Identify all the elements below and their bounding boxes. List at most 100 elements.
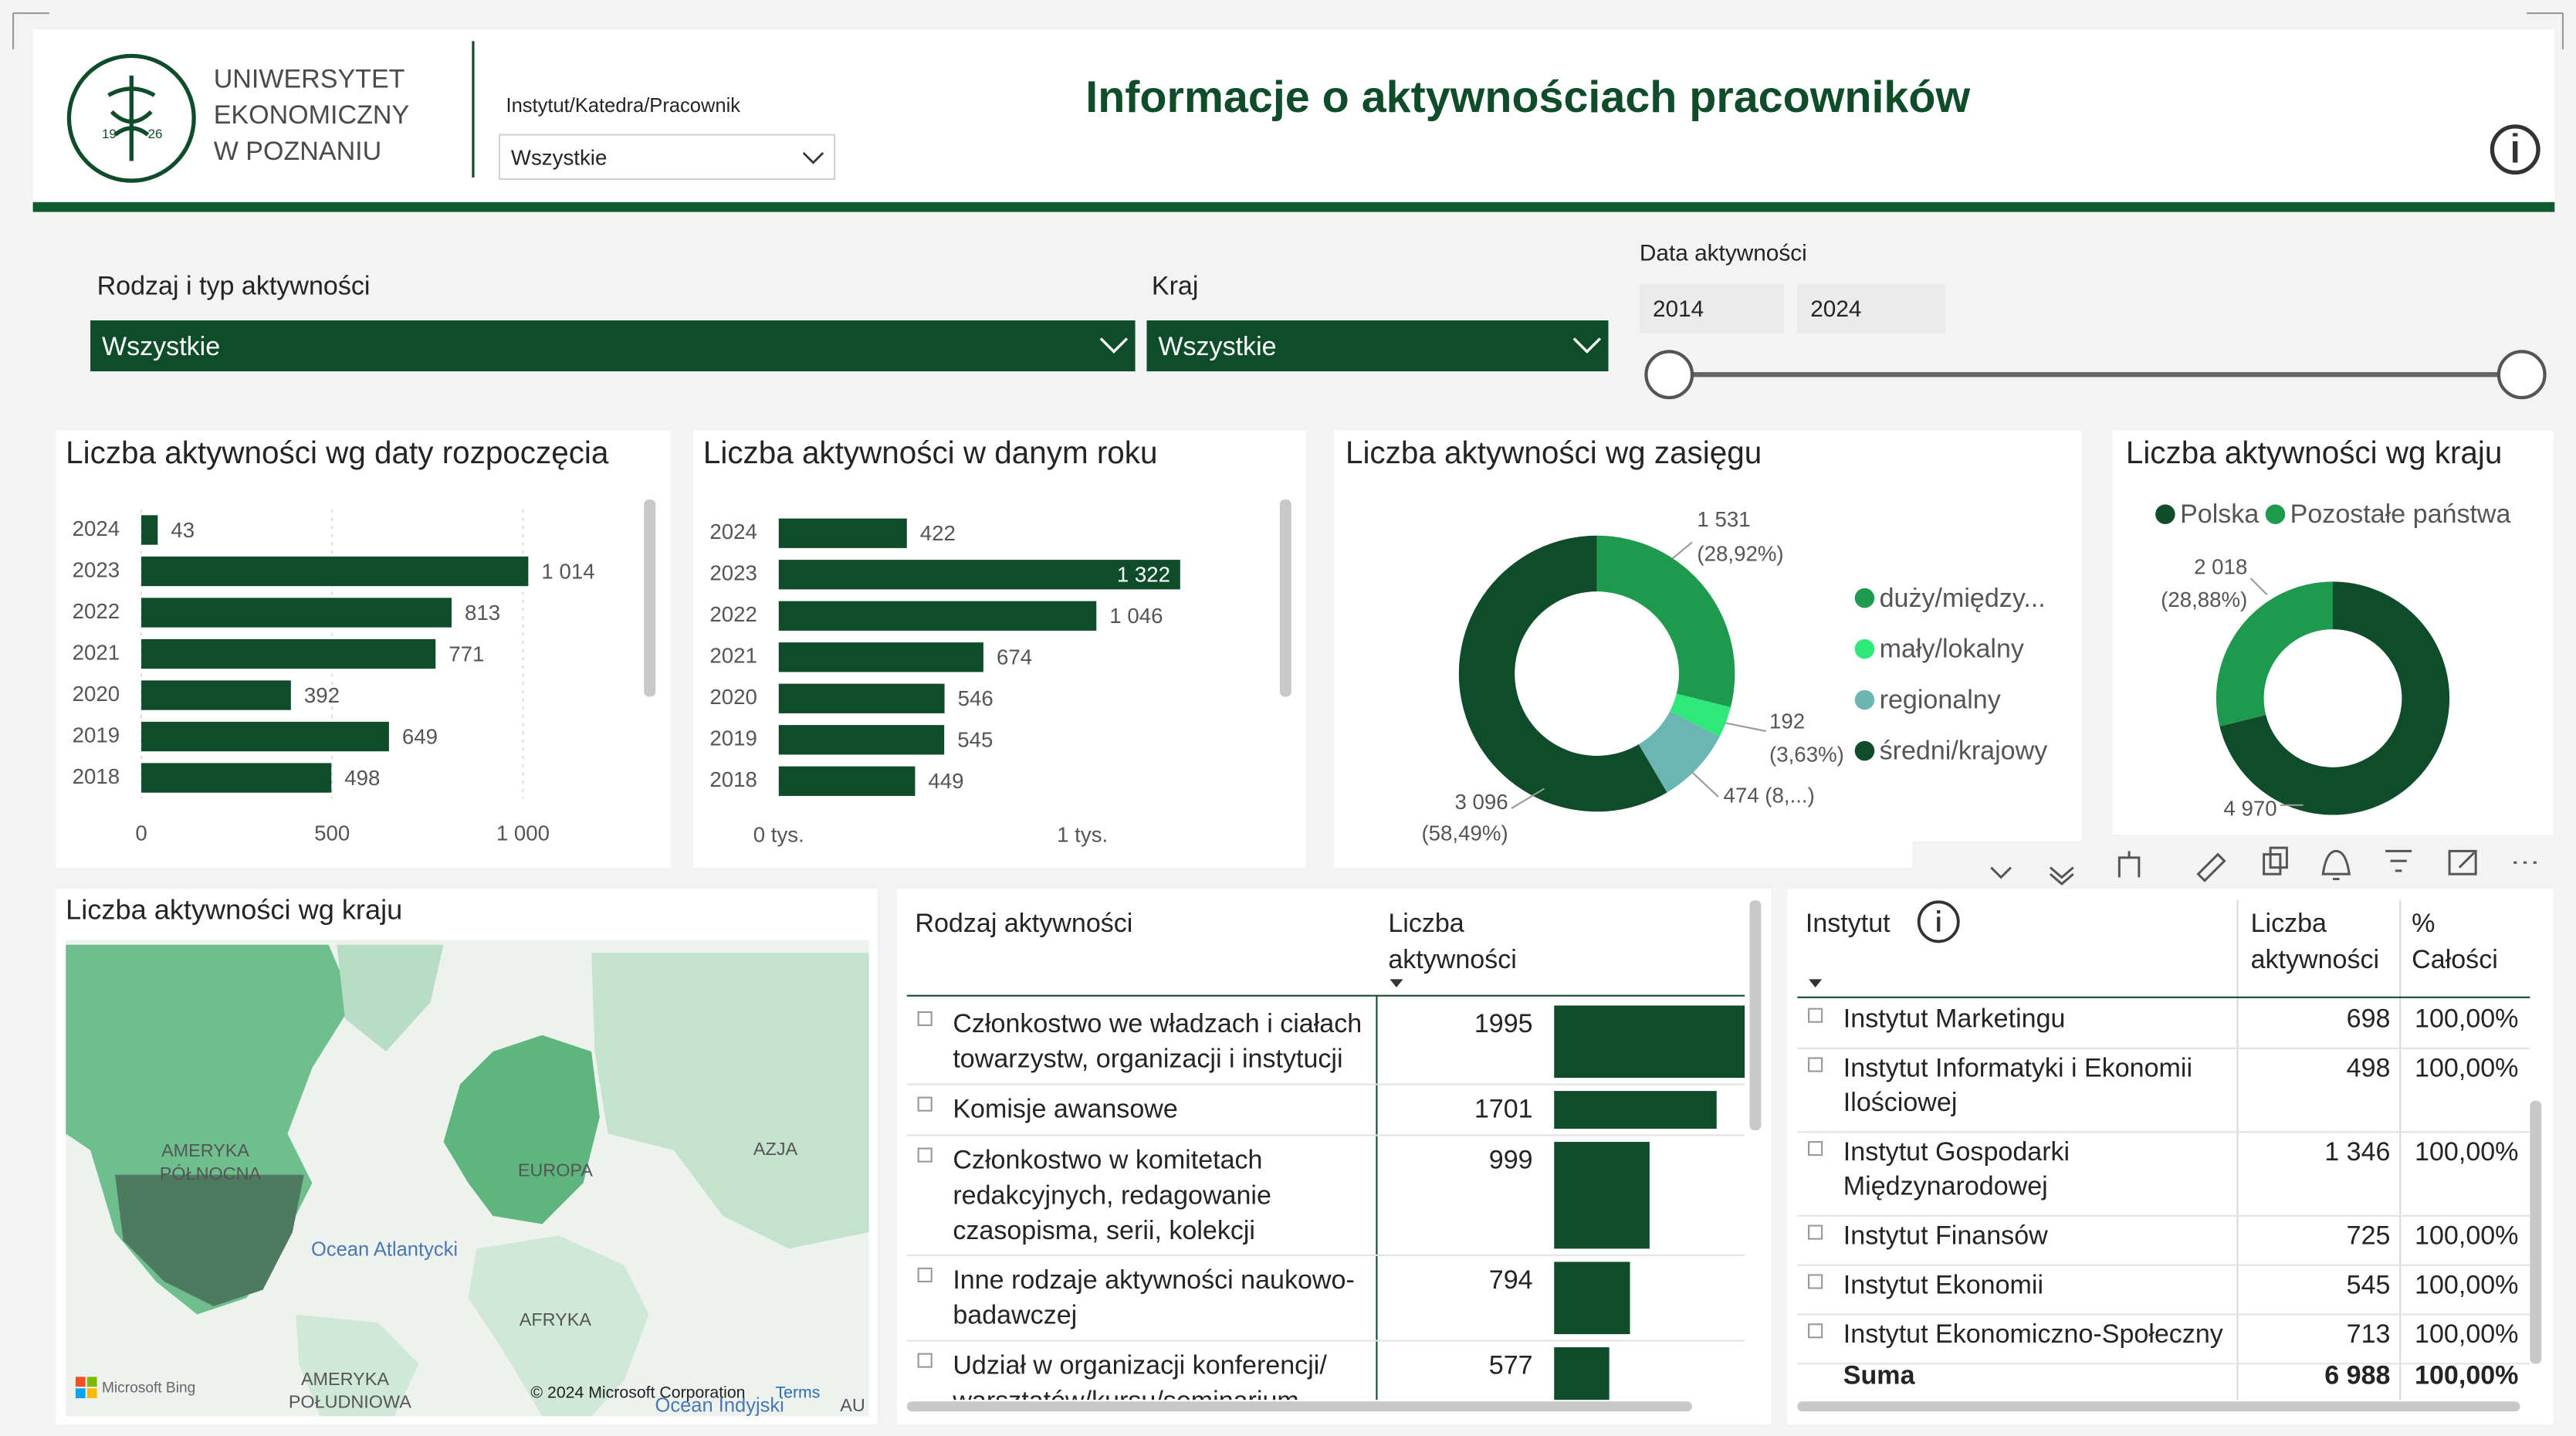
sort-arrow[interactable] (1809, 979, 1823, 988)
cell-value: 100,00% (2415, 1137, 2518, 1167)
y-tick-label: 2019 (709, 726, 757, 750)
legend-swatch (2265, 504, 2286, 524)
expand-icon[interactable] (1808, 1323, 1823, 1339)
x-tick-label: 1 000 (496, 821, 550, 845)
info-button[interactable] (2490, 124, 2540, 175)
slider-handle[interactable] (2496, 350, 2547, 400)
percent-label: (3,63%) (1769, 742, 1844, 766)
header-bar (32, 202, 2555, 212)
dropdown[interactable] (498, 134, 836, 181)
expand-icon[interactable] (917, 1011, 933, 1027)
dropdown[interactable] (1146, 320, 1609, 371)
x-tick-label: 500 (314, 821, 350, 845)
bar (778, 518, 907, 548)
chart-title: Liczba aktywności wg kraju (66, 894, 402, 926)
expand-icon[interactable] (917, 1096, 933, 1112)
bar (141, 598, 452, 628)
map[interactable] (66, 940, 869, 1417)
expand-icon[interactable] (1808, 1008, 1823, 1023)
legend-swatch (1854, 638, 1875, 659)
scrollbar[interactable] (644, 499, 656, 697)
cell-value: 725 (2347, 1221, 2391, 1250)
card (2112, 430, 2554, 835)
cell-text: Międzynarodowej (1843, 1172, 2048, 1201)
bar (778, 683, 945, 713)
data-label: 474 (8,...) (1723, 783, 1814, 807)
scrollbar[interactable] (1279, 499, 1291, 697)
data-label: 1 046 (1109, 604, 1163, 628)
bing-logo (75, 1377, 86, 1387)
donut-segment (1670, 693, 1731, 737)
map-label: AMERYKA (301, 1369, 389, 1389)
cell-value: 100,00% (2415, 1053, 2518, 1082)
data-label: 546 (958, 686, 994, 710)
filter-label: Kraj (1152, 271, 1199, 300)
expand-icon[interactable] (917, 1353, 933, 1368)
expand-icon[interactable] (1808, 1057, 1823, 1072)
cell-value: 713 (2347, 1319, 2391, 1349)
date-from: 2014 (1653, 296, 1704, 322)
scrollbar[interactable] (906, 1401, 1693, 1412)
slider-handle[interactable] (1644, 350, 1694, 400)
data-label: 545 (957, 728, 993, 752)
data-bar (1554, 1262, 1630, 1335)
attribution: Terms (776, 1383, 821, 1401)
cell-text: towarzystw, organizacji i instytucji (953, 1045, 1342, 1074)
sort-arrow[interactable] (1390, 979, 1403, 988)
logo-year: 26 (148, 127, 163, 141)
scrollbar[interactable] (1749, 900, 1762, 1131)
expand-icon[interactable] (1808, 1140, 1823, 1157)
cell-text: Członkostwo we władzach i ciałach (953, 1009, 1362, 1038)
legend-label: Pozostałe państwa (2290, 500, 2511, 529)
scrollbar[interactable] (2530, 1100, 2542, 1364)
y-tick-label: 2023 (73, 557, 120, 581)
expand-icon[interactable] (917, 1267, 933, 1283)
data-label: 3 096 (1454, 790, 1508, 814)
expand-icon[interactable] (1808, 1274, 1823, 1289)
cell-text: badawczej (953, 1301, 1077, 1330)
chart-title: Liczba aktywności wg zasięgu (1346, 435, 1762, 470)
toolbar-icons[interactable] (1990, 846, 2537, 886)
column-header: Instytut (1806, 909, 1891, 938)
leader-line (1511, 787, 1545, 809)
legend-swatch (1854, 740, 1875, 761)
legend-swatch (2155, 504, 2175, 524)
legend-swatch (1854, 689, 1875, 710)
expand-icon[interactable] (1808, 1224, 1823, 1240)
cell-value: 794 (1489, 1265, 1533, 1295)
bar (778, 725, 945, 755)
bing-logo (86, 1377, 97, 1387)
continent (591, 953, 869, 1249)
map-label: AU (840, 1395, 865, 1415)
donut-segment (2219, 581, 2450, 815)
filter-value: Wszystkie (102, 332, 220, 361)
data-bar (1554, 1142, 1650, 1249)
data-label: 4 970 (2223, 796, 2276, 820)
date-input[interactable] (1639, 284, 1785, 334)
percent-label: (28,92%) (1697, 542, 1783, 566)
filter-value: Wszystkie (1158, 332, 1276, 361)
cell-value: 100,00% (2415, 1270, 2518, 1299)
cell-text: warsztatów/kursu/seminarium (952, 1386, 1298, 1415)
cell-value: 545 (2347, 1270, 2391, 1299)
cell-text: Instytut Finansów (1843, 1221, 2048, 1250)
attribution: © 2024 Microsoft Corporation (530, 1383, 745, 1401)
info-button[interactable] (1917, 900, 1960, 943)
scrollbar[interactable] (1797, 1401, 2520, 1412)
dropdown[interactable] (90, 320, 1136, 371)
map-label: PÓŁNOCNA (160, 1163, 262, 1184)
cell-value: 999 (1489, 1146, 1533, 1175)
bar (778, 601, 1097, 631)
legend-swatch (1854, 588, 1875, 608)
chevron (802, 151, 824, 164)
y-tick-label: 2024 (73, 516, 120, 540)
expand-icon[interactable] (917, 1147, 933, 1163)
cell-text: Instytut Gospodarki (1843, 1137, 2070, 1167)
column-header: Rodzaj aktywności (915, 909, 1132, 938)
logo (66, 53, 196, 183)
cell-text: Ilościowej (1843, 1088, 1958, 1117)
date-input[interactable] (1797, 284, 1945, 334)
cell-text: Członkostwo w komitetach (953, 1146, 1262, 1175)
x-tick-label: 0 tys. (753, 823, 804, 847)
